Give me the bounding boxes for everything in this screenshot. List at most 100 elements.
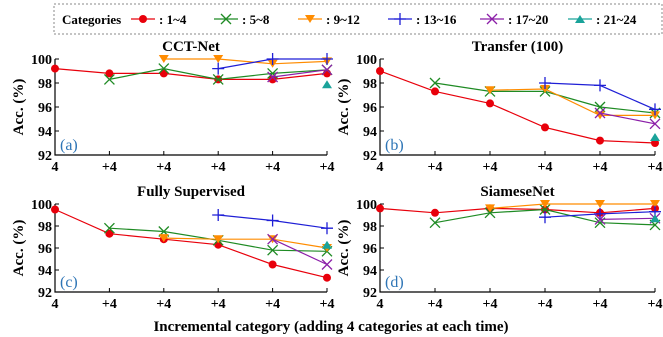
data-point [158,63,170,75]
data-point [376,67,384,75]
data-point [212,62,225,75]
y-tick-label: 94 [363,264,377,279]
y-tick-label: 96 [38,101,52,116]
legend-label: : 21~24 [596,12,637,27]
chart-panel: Fully Supervised Acc. (%) 92 94 96 98 100 4 +4 +4… [11,184,334,312]
data-point [429,217,441,229]
series-line [163,58,328,65]
data-point [649,103,661,116]
data-point [323,273,331,282]
axes [379,204,655,293]
x-tick-label: +4 [593,297,608,312]
data-point [650,214,660,223]
data-point [321,64,333,76]
chart-title: Fully Supervised [137,184,246,200]
data-point [158,55,169,63]
y-tick-label: 98 [38,220,52,235]
y-tick-label: 98 [363,220,377,235]
y-axis-label: Acc. (%) [11,220,27,277]
data-point [376,204,384,213]
x-tick-label: +4 [428,160,443,175]
legend-marker-triangle-down [305,15,315,23]
data-point [51,64,59,73]
chart-title: SiameseNet [480,184,554,200]
data-point [321,259,333,270]
chart-panel: Transfer (100) Acc. (%) 92 94 96 98 100 4 +4 +4 +4… [336,39,662,175]
data-point [322,80,332,89]
series-line [489,88,655,117]
series-line [163,237,328,249]
axes [54,204,327,293]
x-tick-label: +4 [320,297,335,312]
series-line [599,112,656,125]
series-line [272,69,328,78]
series-line [489,203,655,209]
x-tick-label: +4 [538,160,553,175]
data-point [212,209,225,221]
data-point [485,204,495,213]
data-point [268,75,277,84]
x-tick-label: +4 [648,160,663,175]
data-point [321,222,333,235]
series-line [599,217,656,220]
legend-marker-x [486,13,498,25]
y-tick-label: 100 [31,53,52,68]
data-point [486,99,494,108]
x-tick-label: +4 [265,160,280,175]
y-axis-label: Acc. (%) [11,79,27,136]
data-point [540,200,550,208]
chart-panel: SiameseNet Acc. (%) 92 94 96 98 100 4 +4 +4 +4 +4 +4… [336,184,662,312]
data-point [650,133,660,141]
x-tick-label: +4 [538,297,553,312]
legend-label: : 5~8 [242,12,270,27]
x-tick-label: 4 [377,297,384,312]
x-tick-label: +4 [211,160,226,175]
x-axis-label: Incremental category (adding 4 categorie… [153,319,508,335]
x-tick-label: +4 [265,297,280,312]
x-tick-label: +4 [428,297,443,312]
data-point [267,244,279,256]
x-tick-label: +4 [648,297,663,312]
y-tick-label: 92 [38,149,52,164]
x-tick-label: +4 [156,160,171,175]
data-point [431,208,439,217]
y-tick-label: 94 [363,125,377,140]
y-tick-label: 98 [38,77,52,92]
data-point [213,235,224,244]
series-line [54,208,328,279]
data-point [51,205,59,214]
x-tick-label: +4 [102,160,117,175]
legend-title: Categories [62,12,121,27]
panel-label: (c) [60,274,78,291]
legend-marker-triangle-up [575,15,585,23]
data-point [539,204,551,215]
data-point [649,118,661,130]
data-point [650,200,660,208]
panel-label: (a) [60,137,78,154]
data-point [429,77,441,89]
x-tick-label: +4 [593,160,608,175]
legend-frame [53,3,663,35]
series-line [54,68,328,81]
y-tick-label: 92 [363,286,377,301]
data-point [594,207,606,220]
y-axis-label: Acc. (%) [336,220,352,277]
data-point [322,240,332,249]
y-tick-label: 98 [363,77,377,92]
x-tick-label: +4 [211,297,226,312]
data-point [103,73,115,85]
chart-title: Transfer (100) [472,39,564,55]
x-tick-label: +4 [483,297,498,312]
y-tick-label: 94 [38,264,52,279]
data-point [596,136,604,145]
y-tick-label: 96 [363,242,377,257]
legend-marker-plus [394,13,406,25]
y-tick-label: 100 [356,198,377,213]
data-point [595,200,605,208]
legend-label: : 1~4 [159,12,187,27]
data-point [103,222,115,234]
y-tick-label: 92 [363,149,377,164]
y-axis-label: Acc. (%) [336,79,352,136]
data-point [105,229,114,238]
